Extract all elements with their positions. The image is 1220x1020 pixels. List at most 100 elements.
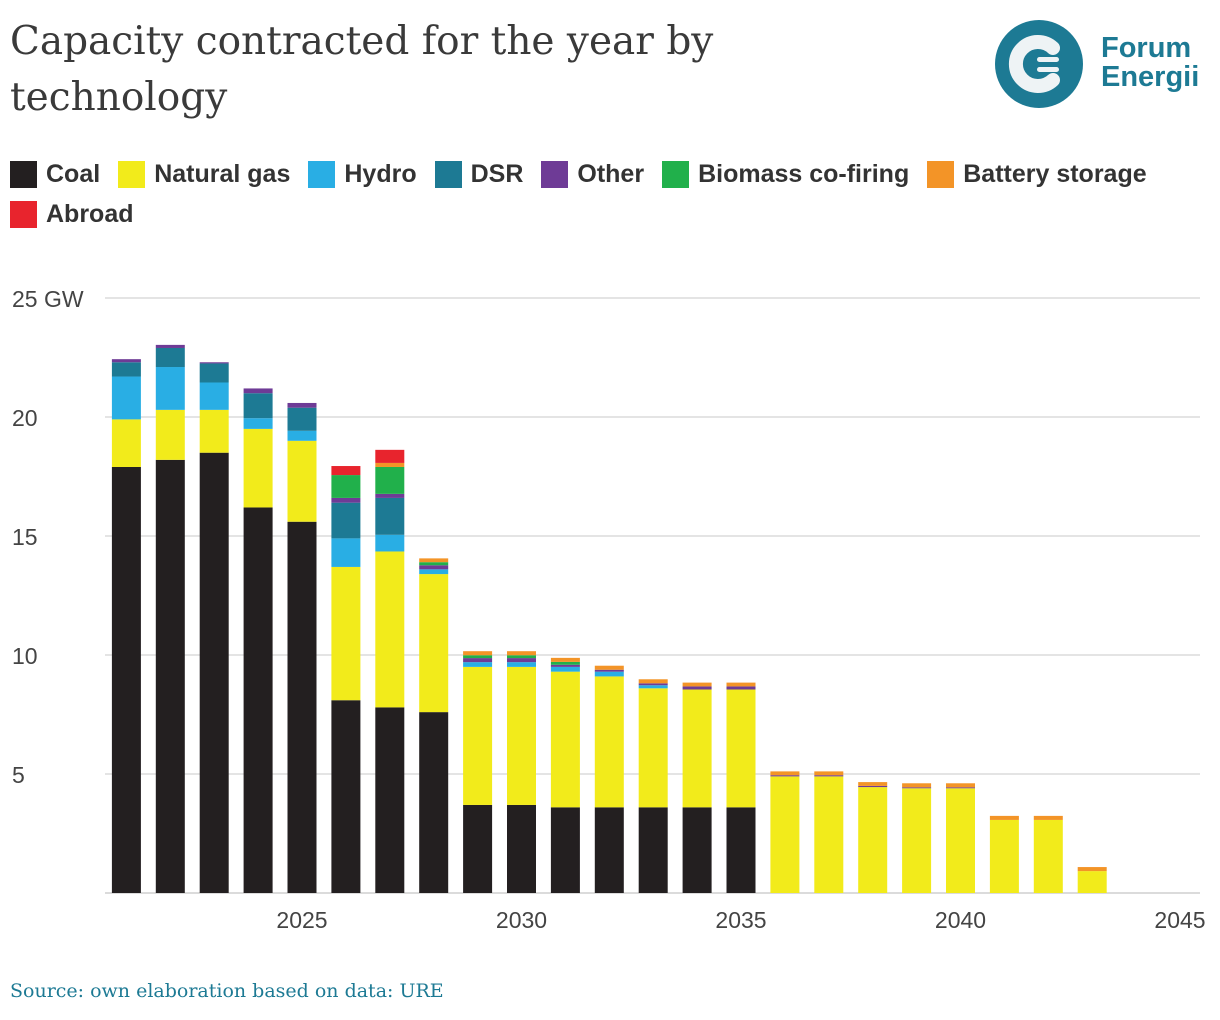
- bar-segment-other-2024: [243, 388, 273, 394]
- bar-segment-natural-gas-2035: [726, 689, 756, 808]
- bar-segment-dsr-2026: [331, 502, 361, 539]
- bar-segment-battery-storage-2036: [770, 771, 800, 776]
- bar-segment-battery-storage-2035: [726, 682, 756, 687]
- bar-segment-other-2026: [331, 497, 361, 503]
- bar-segment-dsr-2022: [155, 347, 185, 368]
- x-tick-label: 2045: [1154, 907, 1205, 933]
- bar-segment-battery-storage-2038: [858, 782, 888, 786]
- logo-line2: Energii: [1101, 61, 1200, 93]
- source-note: Source: own elaboration based on data: U…: [10, 980, 444, 1002]
- legend-swatch: [10, 160, 37, 188]
- legend-swatch: [541, 160, 569, 188]
- bar-segment-abroad-2026: [331, 466, 361, 476]
- bar-segment-other-2029: [463, 658, 493, 663]
- bar-segment-battery-storage-2029: [463, 651, 493, 656]
- legend-item-battery-storage: Battery storage: [927, 159, 1147, 188]
- chart-title: Capacity contracted for the year by tech…: [10, 19, 714, 120]
- legend: Coal Natural gas Hydro DSR Other Biomass co-f…: [10, 160, 1210, 228]
- bar-segment-biomass-co-firing-2030: [507, 655, 536, 659]
- x-tick-label: 2035: [715, 907, 766, 933]
- bar-segment-battery-storage-2040: [946, 783, 975, 788]
- bar-segment-biomass-co-firing-2031: [550, 661, 580, 665]
- legend-swatch: [308, 160, 336, 188]
- bar-segment-dsr-2027: [375, 497, 405, 535]
- bar-segment-hydro-2028: [419, 569, 449, 575]
- bar-segment-dsr-2024: [243, 393, 273, 419]
- bar-segment-natural-gas-2036: [770, 776, 800, 893]
- forum-energii-logo: Forum Energii: [995, 20, 1215, 110]
- logo-line1: Forum: [1101, 32, 1192, 64]
- bar-segment-hydro-2033: [638, 685, 668, 689]
- bar-segment-other-2037: [814, 775, 844, 777]
- bar-segment-natural-gas-2031: [550, 671, 580, 808]
- bar-segment-coal-2034: [682, 807, 712, 893]
- legend-label: Abroad: [46, 199, 134, 228]
- bar-segment-coal-2026: [331, 700, 361, 893]
- bar-segment-natural-gas-2040: [946, 788, 975, 893]
- bar-segment-battery-storage-2034: [682, 682, 712, 687]
- bar-segment-biomass-co-firing-2027: [375, 466, 405, 494]
- bar-segment-other-2040: [946, 787, 975, 789]
- bar-segment-other-2034: [682, 686, 712, 690]
- bar-segment-dsr-2021: [111, 362, 141, 377]
- bar-segment-other-2031: [550, 664, 580, 667]
- bar-segment-other-2028: [419, 565, 449, 570]
- y-tick-label: 10: [12, 643, 38, 669]
- bar-segment-natural-gas-2029: [463, 666, 493, 805]
- legend-item-natural-gas: Natural gas: [118, 160, 290, 188]
- legend-label: Coal: [46, 159, 101, 188]
- bar-segment-hydro-2031: [550, 666, 580, 672]
- bar-segment-hydro-2030: [507, 662, 536, 667]
- bar-segment-battery-storage-2043: [1077, 867, 1107, 872]
- bar-segment-other-2023: [199, 362, 229, 364]
- bar-segment-natural-gas-2023: [199, 409, 229, 453]
- legend-swatch: [118, 160, 146, 188]
- bar-segment-natural-gas-2034: [682, 689, 712, 808]
- bar-segment-battery-storage-2028: [419, 558, 449, 563]
- legend-item-abroad: Abroad: [10, 200, 134, 228]
- bar-segment-other-2038: [858, 785, 888, 788]
- legend-label: Battery storage: [963, 159, 1147, 188]
- bar-segment-hydro-2026: [331, 538, 361, 567]
- bar-segment-natural-gas-2021: [111, 419, 141, 467]
- bar-segment-natural-gas-2022: [155, 409, 185, 460]
- bar-segment-natural-gas-2039: [902, 788, 932, 893]
- bar-segment-dsr-2025: [287, 407, 317, 431]
- bar-segment-coal-2027: [375, 707, 405, 893]
- bar-segment-coal-2021: [111, 466, 141, 893]
- bar-segment-natural-gas-2033: [638, 688, 668, 808]
- bar-segment-hydro-2032: [594, 671, 624, 677]
- bar-segment-biomass-co-firing-2029: [463, 655, 493, 659]
- bar-segment-battery-storage-2031: [550, 657, 580, 662]
- bar-segment-coal-2023: [199, 452, 229, 893]
- bar-segment-natural-gas-2032: [594, 676, 624, 808]
- bar-segment-other-2030: [507, 658, 536, 663]
- bar-segment-natural-gas-2030: [507, 666, 536, 805]
- bar-segment-other-2032: [594, 669, 624, 672]
- bar-segment-natural-gas-2025: [287, 440, 317, 522]
- bar-segment-other-2022: [155, 344, 185, 348]
- bar-segment-natural-gas-2026: [331, 566, 361, 701]
- bar-segment-natural-gas-2041: [989, 819, 1019, 893]
- legend-swatch: [434, 160, 462, 188]
- bar-segment-coal-2022: [155, 459, 185, 893]
- bar-segment-other-2021: [111, 359, 141, 363]
- legend-item-dsr: DSR: [434, 160, 523, 188]
- bar-segment-hydro-2023: [199, 382, 229, 410]
- bar-segment-battery-storage-2042: [1033, 815, 1063, 820]
- bar-segment-abroad-2027: [375, 449, 405, 463]
- bar-segment-coal-2029: [463, 804, 493, 893]
- legend-swatch: [927, 160, 955, 188]
- bar-segment-biomass-co-firing-2028: [419, 562, 449, 566]
- bar-segment-other-2039: [902, 787, 932, 789]
- bar-segment-battery-storage-2037: [814, 771, 844, 776]
- bar-segment-natural-gas-2043: [1077, 871, 1107, 893]
- bar-segment-battery-storage-2027: [375, 462, 405, 467]
- bar-segment-natural-gas-2024: [243, 428, 273, 508]
- x-tick-label: 2025: [276, 907, 327, 933]
- legend-label: Other: [577, 159, 645, 188]
- legend-item-coal: Coal: [10, 160, 100, 188]
- bar-segment-coal-2032: [594, 807, 624, 893]
- bar-segment-natural-gas-2028: [419, 574, 449, 713]
- bar-segment-natural-gas-2038: [858, 787, 888, 893]
